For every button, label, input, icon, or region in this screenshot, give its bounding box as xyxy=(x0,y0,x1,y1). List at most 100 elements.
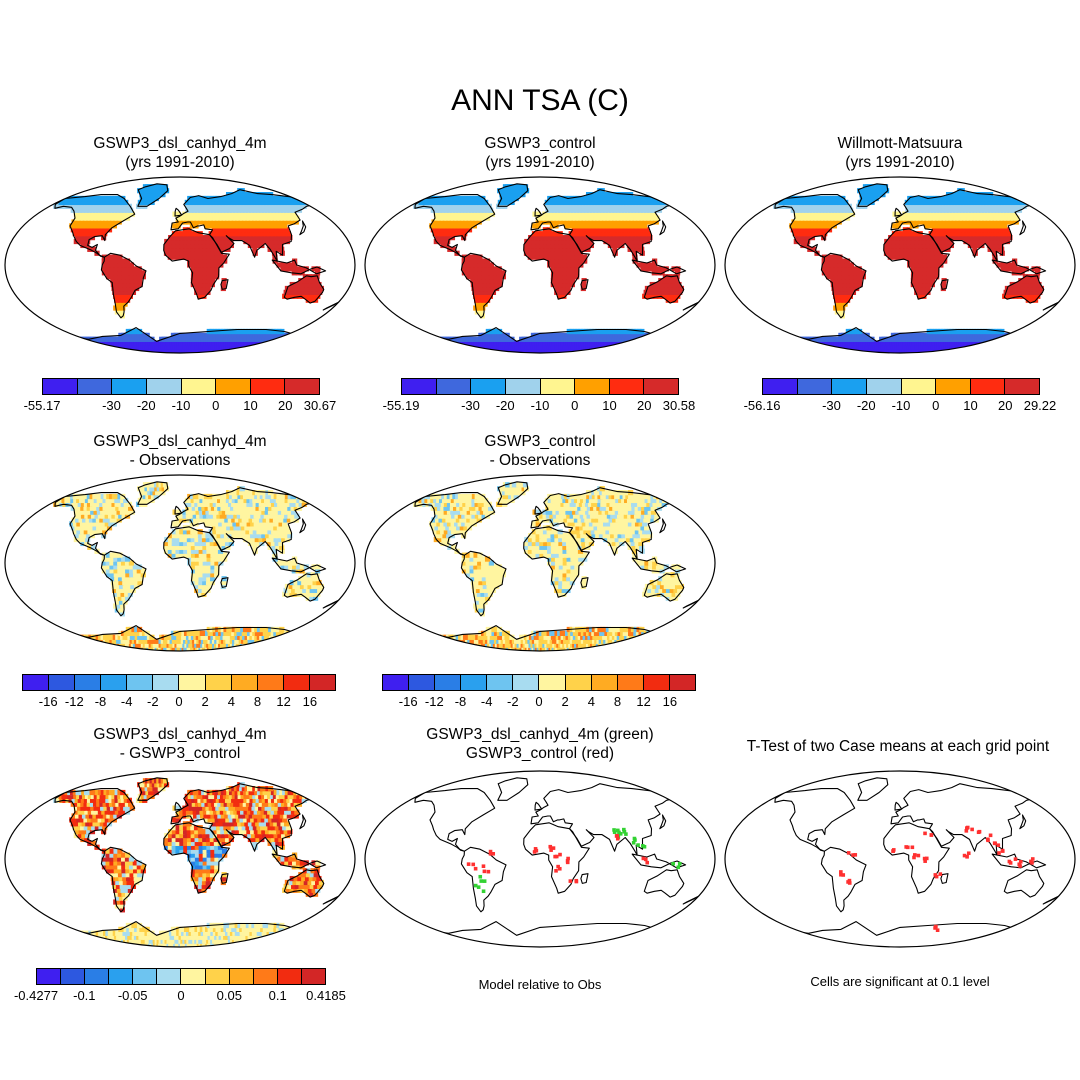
colorbar-tick-label: 0 xyxy=(571,398,579,413)
colorbar-swatch xyxy=(127,675,154,690)
map-panel-case xyxy=(3,175,357,355)
colorbar-tick-label: -0.4277 xyxy=(13,988,59,1003)
map-panel-model-relative-to-obs xyxy=(363,769,717,949)
colorbar-swatch xyxy=(832,379,867,394)
panel-1-title: GSWP3_dsl_canhyd_4m (yrs 1991-2010) xyxy=(30,134,330,172)
colorbar-swatch xyxy=(901,379,937,394)
colorbar-swatch xyxy=(435,675,462,690)
colorbar-tick-label: 8 xyxy=(613,694,622,709)
colorbar-swatch xyxy=(153,675,180,690)
colorbar-tick-label: -20 xyxy=(495,398,515,413)
colorbar-swatch xyxy=(301,969,325,984)
colorbar-swatch xyxy=(77,379,113,394)
colorbar-swatch xyxy=(591,675,618,690)
figure-title: ANN TSA (C) xyxy=(451,84,629,117)
map-panel-control xyxy=(363,175,717,355)
colorbar-tick-label: 4 xyxy=(227,694,235,709)
colorbar-control-bias xyxy=(382,674,696,691)
colorbar-tick-label: 8 xyxy=(253,694,262,709)
colorbar-swatch xyxy=(133,969,158,984)
map-panel-case-minus-obs xyxy=(3,473,357,653)
colorbar-tick-label: 0.1 xyxy=(268,988,287,1003)
colorbar-tick-label: -10 xyxy=(891,398,911,413)
note-significance: Cells are significant at 0.1 level xyxy=(810,974,990,989)
colorbar-swatch xyxy=(37,969,62,984)
colorbar-swatch xyxy=(513,675,540,690)
panel-1-title-line2: (yrs 1991-2010) xyxy=(125,154,235,171)
colorbar-swatch xyxy=(75,675,102,690)
map-panel-t-test xyxy=(723,769,1077,949)
colorbar-swatch xyxy=(866,379,902,394)
colorbar-swatch xyxy=(23,675,50,690)
colorbar-swatch xyxy=(146,379,182,394)
colorbar-case-minus-control xyxy=(36,968,326,985)
panel-8-title-line1: T-Test of two Case means at each grid po… xyxy=(746,738,1050,755)
colorbar-swatch xyxy=(109,969,134,984)
panel-5-title-line1: GSWP3_control xyxy=(484,433,596,450)
colorbar-swatch xyxy=(229,969,254,984)
colorbar-tick-label: 12 xyxy=(636,694,651,709)
map-panel-observations xyxy=(723,175,1077,355)
colorbar-swatch xyxy=(539,675,566,690)
colorbar-swatch xyxy=(101,675,128,690)
panel-5-title: GSWP3_control - Observations xyxy=(390,432,690,470)
colorbar-swatch xyxy=(112,379,147,394)
panel-7-title-line2: GSWP3_control (red) xyxy=(465,745,615,762)
colorbar-swatch xyxy=(85,969,110,984)
colorbar-tick-label: -30 xyxy=(461,398,480,413)
panel-3-title: Willmott-Matsuura (yrs 1991-2010) xyxy=(750,134,1050,172)
colorbar-tick-label: -30 xyxy=(102,398,121,413)
colorbar-tick-label: 16 xyxy=(662,694,678,709)
colorbar-tick-label: -4 xyxy=(120,694,133,709)
colorbar-swatch xyxy=(285,379,319,394)
colorbar-swatch xyxy=(383,675,410,690)
colorbar-swatch xyxy=(461,675,488,690)
colorbar-swatch xyxy=(644,379,678,394)
colorbar-swatch xyxy=(49,675,76,690)
colorbar-swatch xyxy=(505,379,541,394)
colorbar-swatch xyxy=(763,379,798,394)
colorbar-tick-label: 10 xyxy=(243,398,258,413)
colorbar-control xyxy=(401,378,679,395)
panel-1-title-line1: GSWP3_dsl_canhyd_4m xyxy=(93,135,267,152)
colorbar-swatch xyxy=(609,379,645,394)
colorbar-tick-label: -30 xyxy=(822,398,841,413)
panel-6-title-line2: - GSWP3_control xyxy=(119,745,241,762)
panel-4-title: GSWP3_dsl_canhyd_4m - Observations xyxy=(30,432,330,470)
colorbar-tick-label: 10 xyxy=(963,398,978,413)
colorbar-swatch xyxy=(157,969,182,984)
colorbar-swatch xyxy=(216,379,251,394)
colorbar-swatch xyxy=(231,675,258,690)
colorbar-tick-label: -20 xyxy=(136,398,156,413)
colorbar-tick-label: -10 xyxy=(171,398,191,413)
colorbar-swatch xyxy=(309,675,335,690)
panel-5-title-line2: - Observations xyxy=(489,452,591,469)
panel-2-title-line1: GSWP3_control xyxy=(484,135,596,152)
colorbar-tick-label: 29.22 xyxy=(1023,398,1057,413)
colorbar-swatch xyxy=(181,379,217,394)
colorbar-tick-label: 4 xyxy=(587,694,595,709)
colorbar-swatch xyxy=(181,969,206,984)
colorbar-observations xyxy=(762,378,1040,395)
colorbar-tick-label: -16 xyxy=(398,694,418,709)
colorbar-swatch xyxy=(250,379,286,394)
colorbar-tick-label: -0.1 xyxy=(73,988,96,1003)
panel-6-title: GSWP3_dsl_canhyd_4m - GSWP3_control xyxy=(30,725,330,763)
colorbar-tick-label: -20 xyxy=(856,398,876,413)
colorbar-tick-label: -0.05 xyxy=(117,988,148,1003)
colorbar-swatch xyxy=(797,379,833,394)
colorbar-swatch xyxy=(643,675,670,690)
colorbar-tick-label: 0 xyxy=(932,398,940,413)
panel-8-title: T-Test of two Case means at each grid po… xyxy=(718,737,1078,756)
colorbar-tick-label: 12 xyxy=(276,694,291,709)
panel-6-title-line1: GSWP3_dsl_canhyd_4m xyxy=(93,726,267,743)
colorbar-tick-label: 20 xyxy=(637,398,652,413)
colorbar-swatch xyxy=(257,675,284,690)
colorbar-tick-label: -8 xyxy=(94,694,107,709)
colorbar-tick-label: 0 xyxy=(175,694,183,709)
note-model-relative: Model relative to Obs xyxy=(478,977,602,992)
colorbar-swatch xyxy=(936,379,971,394)
colorbar-tick-label: 16 xyxy=(302,694,318,709)
colorbar-swatch xyxy=(277,969,302,984)
colorbar-tick-label: -55.19 xyxy=(382,398,420,413)
